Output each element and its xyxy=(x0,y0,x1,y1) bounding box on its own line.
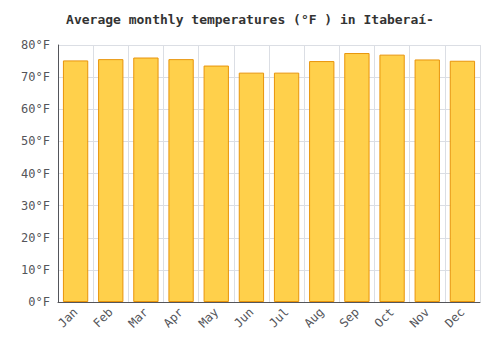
svg-text:Jun: Jun xyxy=(231,305,256,330)
svg-text:Sep: Sep xyxy=(337,305,362,330)
svg-text:20°F: 20°F xyxy=(21,231,50,245)
svg-text:70°F: 70°F xyxy=(21,70,50,84)
svg-text:Mar: Mar xyxy=(126,305,151,330)
svg-text:60°F: 60°F xyxy=(21,102,50,116)
svg-text:30°F: 30°F xyxy=(21,199,50,213)
svg-text:10°F: 10°F xyxy=(21,263,50,277)
svg-text:0°F: 0°F xyxy=(28,295,50,309)
svg-text:Feb: Feb xyxy=(90,305,115,330)
svg-text:40°F: 40°F xyxy=(21,167,50,181)
svg-text:Aug: Aug xyxy=(301,305,326,330)
svg-text:Apr: Apr xyxy=(161,305,186,330)
svg-text:Nov: Nov xyxy=(407,305,432,330)
svg-text:Dec: Dec xyxy=(442,305,467,330)
svg-text:Jul: Jul xyxy=(266,305,291,330)
svg-text:Oct: Oct xyxy=(372,305,397,330)
svg-text:80°F: 80°F xyxy=(21,38,50,52)
svg-text:50°F: 50°F xyxy=(21,134,50,148)
svg-text:Jan: Jan xyxy=(55,305,80,330)
svg-text:May: May xyxy=(196,305,221,330)
svg-text:Average monthly temperatures (: Average monthly temperatures (°F ) in It… xyxy=(66,12,434,27)
